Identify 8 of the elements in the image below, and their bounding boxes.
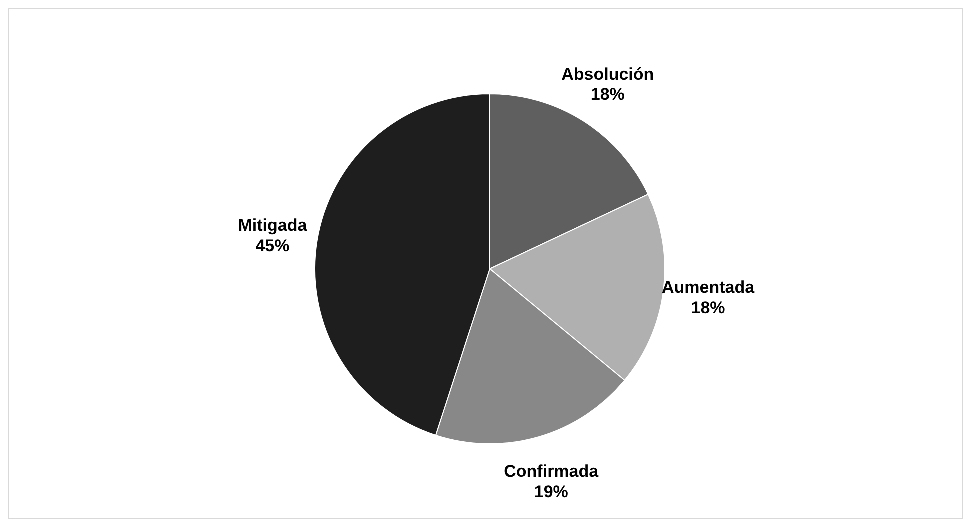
- data-label: 18%: [691, 298, 726, 318]
- data-label: 19%: [534, 482, 568, 502]
- slice-label: Absolución: [562, 64, 654, 84]
- slice-label: Mitigada: [238, 216, 308, 236]
- data-label: 18%: [590, 85, 625, 104]
- slice-label: Confirmada: [504, 462, 600, 481]
- data-label: 45%: [256, 236, 290, 256]
- slice-label: Aumentada: [662, 278, 756, 298]
